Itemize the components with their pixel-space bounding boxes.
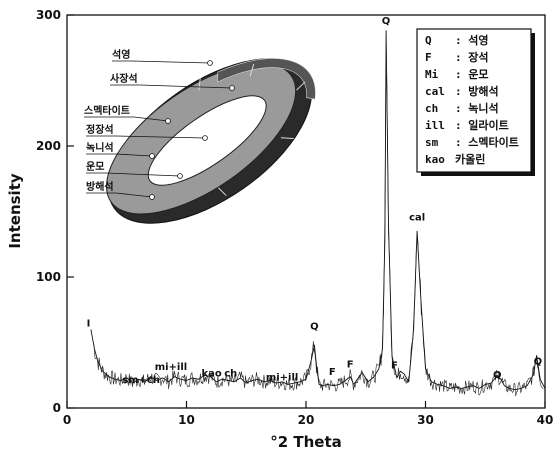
- ring-lightning-highlight: [164, 122, 247, 164]
- legend-abbr: kao: [425, 153, 445, 166]
- x-tick-label: 20: [298, 413, 315, 427]
- inset-label: 스멕타이트: [84, 104, 130, 117]
- x-tick-label: 0: [63, 413, 71, 427]
- legend-mineral: : 일라이트: [455, 118, 509, 132]
- trace-noise: [93, 35, 544, 397]
- inset-leader: [115, 192, 153, 198]
- inset-point: [165, 118, 171, 124]
- peak-label: I: [87, 319, 91, 330]
- peak-label: ch: [224, 368, 237, 379]
- inset-label: 방해석: [86, 180, 114, 193]
- legend-mineral: : 운모: [455, 68, 489, 81]
- x-axis: 0 10 20 30 40: [63, 401, 554, 427]
- x-tick-label: 40: [537, 413, 554, 427]
- inset-leader: [131, 60, 211, 64]
- legend-abbr: sm: [425, 136, 439, 149]
- legend-abbr: F: [425, 51, 432, 64]
- inset-point: [177, 173, 183, 179]
- legend-mineral: : 녹니석: [455, 101, 499, 115]
- legend-mineral: : 장석: [455, 50, 489, 64]
- peak-label: Q: [310, 321, 319, 332]
- legend-mineral: : 스멕타이트: [455, 135, 519, 149]
- legend-mineral: : 방해석: [455, 84, 499, 98]
- x-tick-label: 10: [178, 413, 195, 427]
- ring-side-band: [217, 58, 316, 100]
- inset-leader: [115, 135, 206, 139]
- legend-mineral: : 석영: [455, 33, 489, 47]
- mineral-ring-inset: [106, 58, 316, 224]
- x-axis-title: °2 Theta: [270, 433, 342, 451]
- y-tick-label: 100: [36, 270, 61, 284]
- legend-box: [416, 28, 532, 173]
- peak-label: kao: [201, 368, 221, 379]
- ring-segment-line: [217, 187, 227, 196]
- inset-label: 녹니석: [86, 141, 114, 154]
- peak-label: F: [347, 359, 354, 370]
- inset-label: 석영: [112, 48, 130, 61]
- inset-point: [207, 60, 213, 66]
- inset-label: 사장석: [110, 72, 138, 85]
- inset-point: [229, 85, 235, 91]
- peak-label: mi+ill: [266, 372, 299, 383]
- ring-hole: [147, 95, 267, 186]
- peak-label: sm+ch: [122, 375, 160, 386]
- y-axis-title: Intensity: [6, 173, 24, 249]
- legend-mineral: 카올린: [455, 152, 485, 166]
- ring-segment-line: [198, 78, 201, 91]
- trace-noise-line: [93, 35, 544, 397]
- legend-abbr: ill: [425, 119, 445, 132]
- inset-leader: [133, 116, 169, 122]
- inset-leader: [115, 153, 153, 157]
- y-tick-label: 0: [53, 401, 61, 415]
- legend-abbr: Mi: [425, 68, 439, 81]
- peak-label: F: [329, 367, 336, 378]
- ring-segment-line: [296, 81, 306, 91]
- inset-point: [149, 194, 155, 200]
- inset-leader: [105, 172, 181, 177]
- peak-label: Q: [534, 357, 543, 368]
- inset-label: 정장석: [86, 123, 114, 136]
- x-tick-label: 30: [417, 413, 434, 427]
- inset-point: [202, 135, 208, 141]
- inset-leader: [139, 84, 233, 89]
- peak-label: mi+ill: [155, 362, 188, 373]
- y-tick-label: 200: [36, 139, 61, 153]
- legend: Q : 석영 F : 장석 Mi : 운모 cal : 방해석 ch : 녹니석 ill : 일라이트…: [416, 28, 535, 176]
- peak-label: Q: [382, 16, 391, 27]
- peak-label: Q: [493, 370, 502, 381]
- inset-point: [149, 153, 155, 159]
- legend-abbr: ch: [425, 102, 438, 115]
- legend-abbr: Q: [425, 34, 432, 47]
- y-axis: 0 100 200 300: [36, 8, 74, 415]
- y-tick-label: 300: [36, 8, 61, 22]
- ring-segment-line: [249, 63, 255, 77]
- ring-segment-line: [280, 137, 294, 140]
- inset-label: 운모: [86, 161, 104, 173]
- legend-abbr: cal: [425, 85, 445, 98]
- peak-label: F: [391, 361, 398, 372]
- peak-label: cal: [409, 213, 425, 224]
